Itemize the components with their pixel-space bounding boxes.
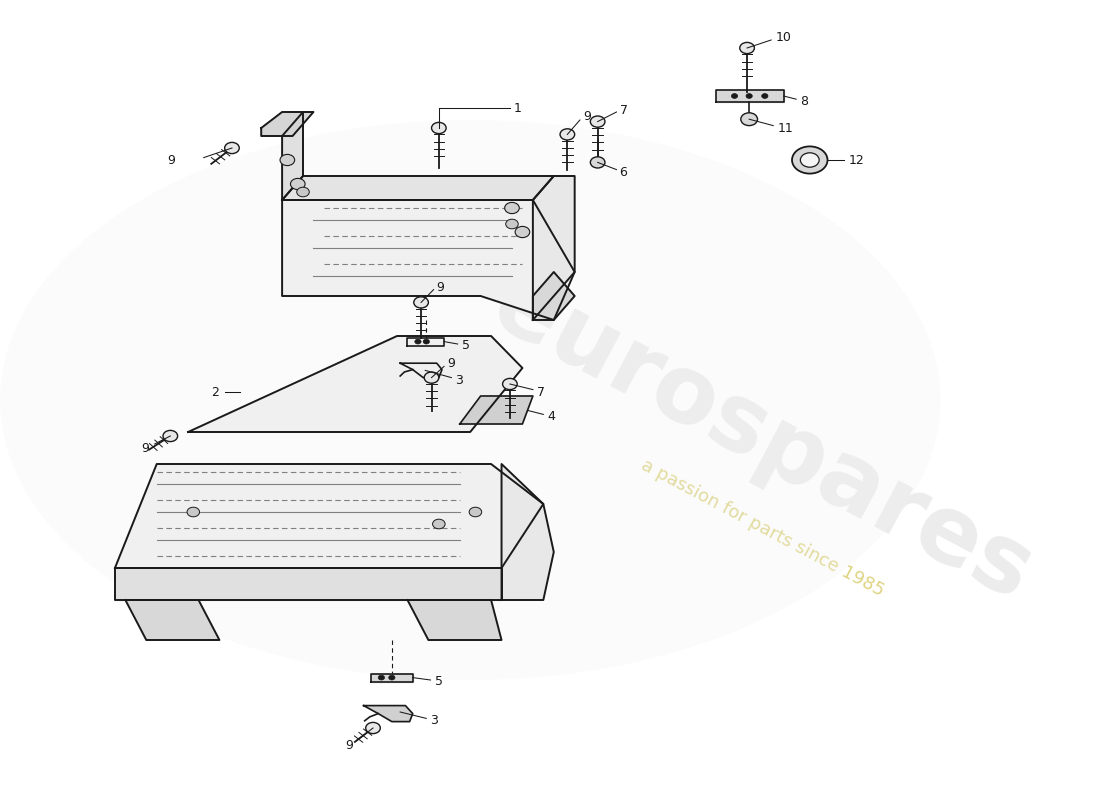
Text: 10: 10 bbox=[776, 31, 791, 44]
Circle shape bbox=[280, 154, 295, 166]
Polygon shape bbox=[114, 464, 543, 568]
Circle shape bbox=[560, 129, 574, 140]
Circle shape bbox=[163, 430, 177, 442]
Circle shape bbox=[732, 94, 738, 98]
Circle shape bbox=[503, 378, 517, 390]
Circle shape bbox=[431, 122, 447, 134]
Circle shape bbox=[224, 142, 240, 154]
Circle shape bbox=[505, 202, 519, 214]
Text: eurospares: eurospares bbox=[477, 259, 1048, 621]
Text: 7: 7 bbox=[537, 386, 546, 398]
Text: 9: 9 bbox=[583, 110, 591, 122]
Polygon shape bbox=[371, 674, 412, 682]
Ellipse shape bbox=[0, 120, 940, 680]
Text: 5: 5 bbox=[434, 675, 442, 688]
Circle shape bbox=[591, 157, 605, 168]
Polygon shape bbox=[400, 363, 442, 378]
Text: 1: 1 bbox=[514, 102, 521, 114]
Circle shape bbox=[414, 297, 428, 308]
Polygon shape bbox=[364, 706, 412, 722]
Circle shape bbox=[801, 153, 820, 167]
Polygon shape bbox=[407, 338, 444, 346]
Polygon shape bbox=[114, 568, 502, 600]
Circle shape bbox=[290, 178, 305, 190]
Text: 2: 2 bbox=[211, 386, 219, 398]
Circle shape bbox=[515, 226, 530, 238]
Text: 3: 3 bbox=[455, 374, 463, 386]
Polygon shape bbox=[282, 200, 574, 320]
Circle shape bbox=[297, 187, 309, 197]
Circle shape bbox=[187, 507, 199, 517]
Circle shape bbox=[365, 722, 381, 734]
Text: 9: 9 bbox=[345, 739, 353, 752]
Polygon shape bbox=[261, 112, 314, 136]
Polygon shape bbox=[460, 396, 532, 424]
Circle shape bbox=[591, 116, 605, 127]
Circle shape bbox=[792, 146, 827, 174]
Circle shape bbox=[746, 94, 752, 98]
Polygon shape bbox=[125, 600, 219, 640]
Text: 9: 9 bbox=[167, 154, 176, 166]
Polygon shape bbox=[282, 176, 553, 200]
Circle shape bbox=[761, 94, 768, 98]
Text: 7: 7 bbox=[619, 104, 628, 117]
Text: 4: 4 bbox=[548, 410, 556, 423]
Text: 11: 11 bbox=[778, 122, 793, 134]
Polygon shape bbox=[282, 112, 303, 200]
Text: 8: 8 bbox=[801, 95, 808, 108]
Text: a passion for parts since 1985: a passion for parts since 1985 bbox=[638, 456, 888, 600]
Circle shape bbox=[740, 113, 758, 126]
Text: 12: 12 bbox=[848, 154, 865, 166]
Text: 9: 9 bbox=[142, 442, 150, 454]
Circle shape bbox=[469, 507, 482, 517]
Polygon shape bbox=[532, 272, 574, 320]
Text: 3: 3 bbox=[430, 714, 439, 727]
Circle shape bbox=[424, 339, 429, 344]
Circle shape bbox=[432, 519, 446, 529]
Polygon shape bbox=[407, 600, 502, 640]
Circle shape bbox=[506, 219, 518, 229]
Text: 6: 6 bbox=[619, 166, 627, 178]
Polygon shape bbox=[532, 176, 574, 320]
Circle shape bbox=[378, 675, 385, 680]
Circle shape bbox=[740, 42, 755, 54]
Text: 9: 9 bbox=[448, 358, 455, 370]
Circle shape bbox=[425, 372, 439, 383]
Text: 5: 5 bbox=[462, 339, 470, 352]
Polygon shape bbox=[502, 464, 553, 600]
Polygon shape bbox=[716, 90, 783, 102]
Polygon shape bbox=[188, 336, 522, 432]
Circle shape bbox=[415, 339, 421, 344]
Circle shape bbox=[388, 675, 395, 680]
Text: 9: 9 bbox=[437, 281, 444, 294]
